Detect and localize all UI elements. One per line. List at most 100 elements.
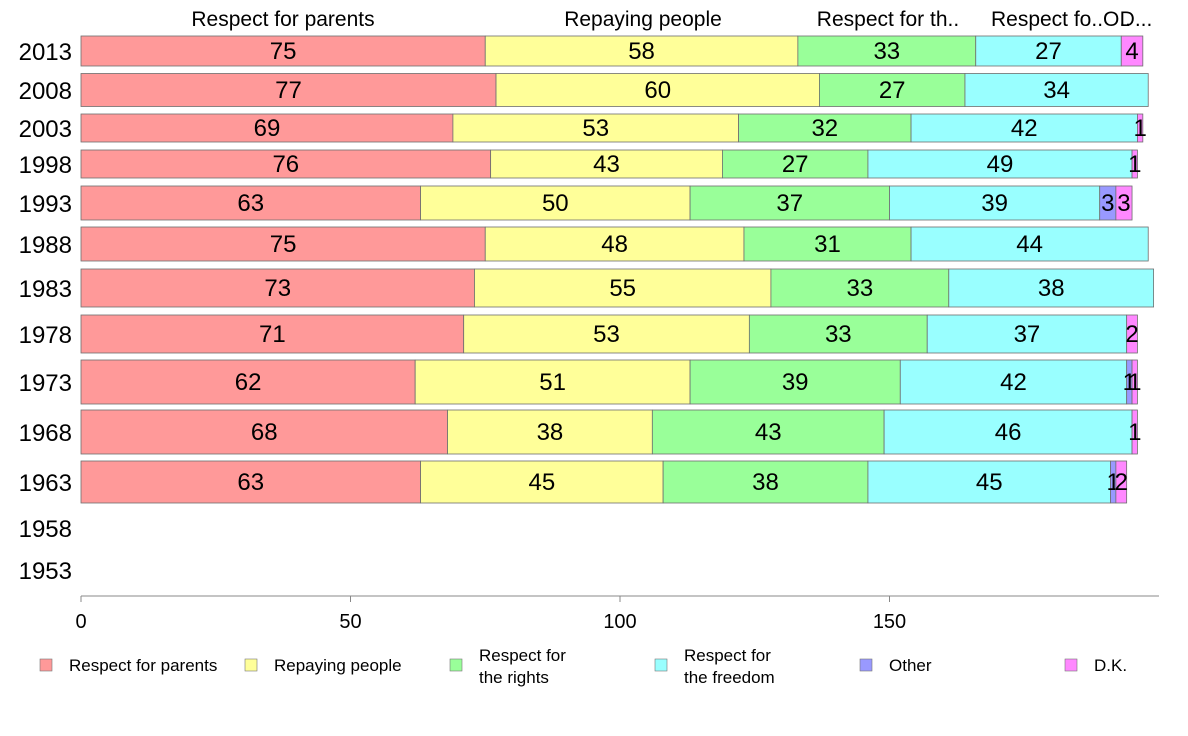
bar-value-label: 77: [275, 77, 302, 104]
bar-segment: [80, 226, 486, 262]
legend-swatch: [39, 658, 53, 672]
bar-value-label: 27: [1035, 38, 1062, 65]
bar-value-label: 62: [235, 369, 262, 396]
bar-value-label: 45: [976, 469, 1003, 496]
legend-label: D.K.: [1094, 656, 1127, 675]
x-tick-label: 100: [603, 611, 636, 633]
bar-value-label: 49: [987, 151, 1014, 178]
bar-value-label: 46: [995, 419, 1022, 446]
bar-value-label: 53: [582, 115, 609, 142]
year-label: 1958: [19, 516, 72, 543]
bar-segment: [447, 409, 653, 455]
legend-swatch: [244, 658, 258, 672]
bar-segment: [463, 314, 750, 354]
bar-segment: [484, 35, 799, 67]
bar-segment: [926, 314, 1128, 354]
bar-value-label: 33: [847, 275, 874, 302]
bar-value-label: 37: [776, 190, 803, 217]
legend-swatch: [859, 658, 873, 672]
bar-value-label: 3: [1117, 190, 1130, 217]
bar-value-label: 43: [755, 419, 782, 446]
x-tick-label: 50: [339, 611, 361, 633]
bar-segment: [80, 73, 497, 107]
bar-value-label: 43: [593, 151, 620, 178]
bar-value-label: 50: [542, 190, 569, 217]
bar-value-label: 51: [539, 369, 566, 396]
bar-segment: [819, 73, 966, 107]
bar-segment: [495, 73, 820, 107]
bar-segment: [722, 149, 869, 179]
bar-segment: [1137, 113, 1144, 143]
bar-value-label: 2: [1115, 469, 1128, 496]
x-tick-label: 150: [873, 611, 906, 633]
bar-segment: [948, 268, 1155, 308]
bar-segment: [964, 73, 1149, 107]
column-header: O..: [1103, 8, 1131, 31]
legend-label: Respect for: [684, 646, 771, 665]
legend-item: Respect for parents: [39, 656, 217, 675]
bar-value-label: 3: [1101, 190, 1114, 217]
bar-value-label: 55: [609, 275, 636, 302]
bar-segment: [1131, 409, 1138, 455]
bar-segment: [748, 314, 928, 354]
bar-segment: [689, 359, 901, 405]
bar-value-label: 68: [251, 419, 278, 446]
bar-value-label: 63: [237, 469, 264, 496]
year-label: 1963: [19, 470, 72, 497]
legend-swatch: [449, 658, 463, 672]
bar-segment: [80, 185, 421, 221]
bar-value-label: 32: [811, 115, 838, 142]
bar-value-label: 45: [528, 469, 555, 496]
legend-item: Respect for the freedom: [654, 646, 775, 687]
legend-label: the freedom: [684, 668, 775, 687]
bar-value-label: 33: [873, 38, 900, 65]
bar-segment: [474, 268, 772, 308]
bar-segment: [420, 460, 664, 504]
bar-segment: [80, 359, 416, 405]
bar-value-label: 1: [1128, 369, 1141, 396]
bar-value-label: 37: [1014, 321, 1041, 348]
bar-value-label: 69: [254, 115, 281, 142]
bar-segment: [867, 460, 1111, 504]
bar-segment: [80, 409, 448, 455]
bar-segment: [770, 268, 950, 308]
column-header: Respect for parents: [191, 8, 374, 31]
bar-segment: [910, 226, 1149, 262]
bar-segment: [1126, 314, 1138, 354]
bar-value-label: 34: [1043, 77, 1070, 104]
bar-value-label: 73: [264, 275, 291, 302]
legend-label: Repaying people: [274, 656, 402, 675]
year-label: 1983: [19, 276, 72, 303]
bar-segment: [651, 409, 885, 455]
year-label: 2013: [19, 39, 72, 66]
legend-item: Respect for the rights: [449, 646, 566, 687]
bar-segment: [738, 113, 912, 143]
bar-value-label: 58: [628, 38, 655, 65]
bar-value-label: 38: [1038, 275, 1065, 302]
bar-value-label: 31: [814, 231, 841, 258]
legend-label: Respect for: [479, 646, 566, 665]
bar-value-label: 38: [537, 419, 564, 446]
column-header: D...: [1120, 8, 1153, 31]
legend: Respect for parents Repaying people Respec…: [39, 646, 1127, 687]
legend-label: Respect for parents: [69, 656, 217, 675]
bar-segment: [1131, 359, 1138, 405]
x-tick-label: 0: [75, 611, 86, 633]
bar-segment: [80, 314, 465, 354]
bar-value-label: 76: [272, 151, 299, 178]
bar-value-label: 60: [644, 77, 671, 104]
bar-value-label: 39: [981, 190, 1008, 217]
bar-value-label: 1: [1133, 115, 1146, 142]
year-label: 1998: [19, 152, 72, 179]
bar-segment: [662, 460, 869, 504]
bar-segment: [1115, 185, 1133, 221]
bar-segment: [80, 149, 492, 179]
bar-value-label: 1: [1128, 419, 1141, 446]
bar-value-label: 75: [270, 38, 297, 65]
bar-value-label: 38: [752, 469, 779, 496]
bar-segment: [484, 226, 745, 262]
bar-value-label: 48: [601, 231, 628, 258]
bar-segment: [490, 149, 723, 179]
bar-segment: [414, 359, 691, 405]
